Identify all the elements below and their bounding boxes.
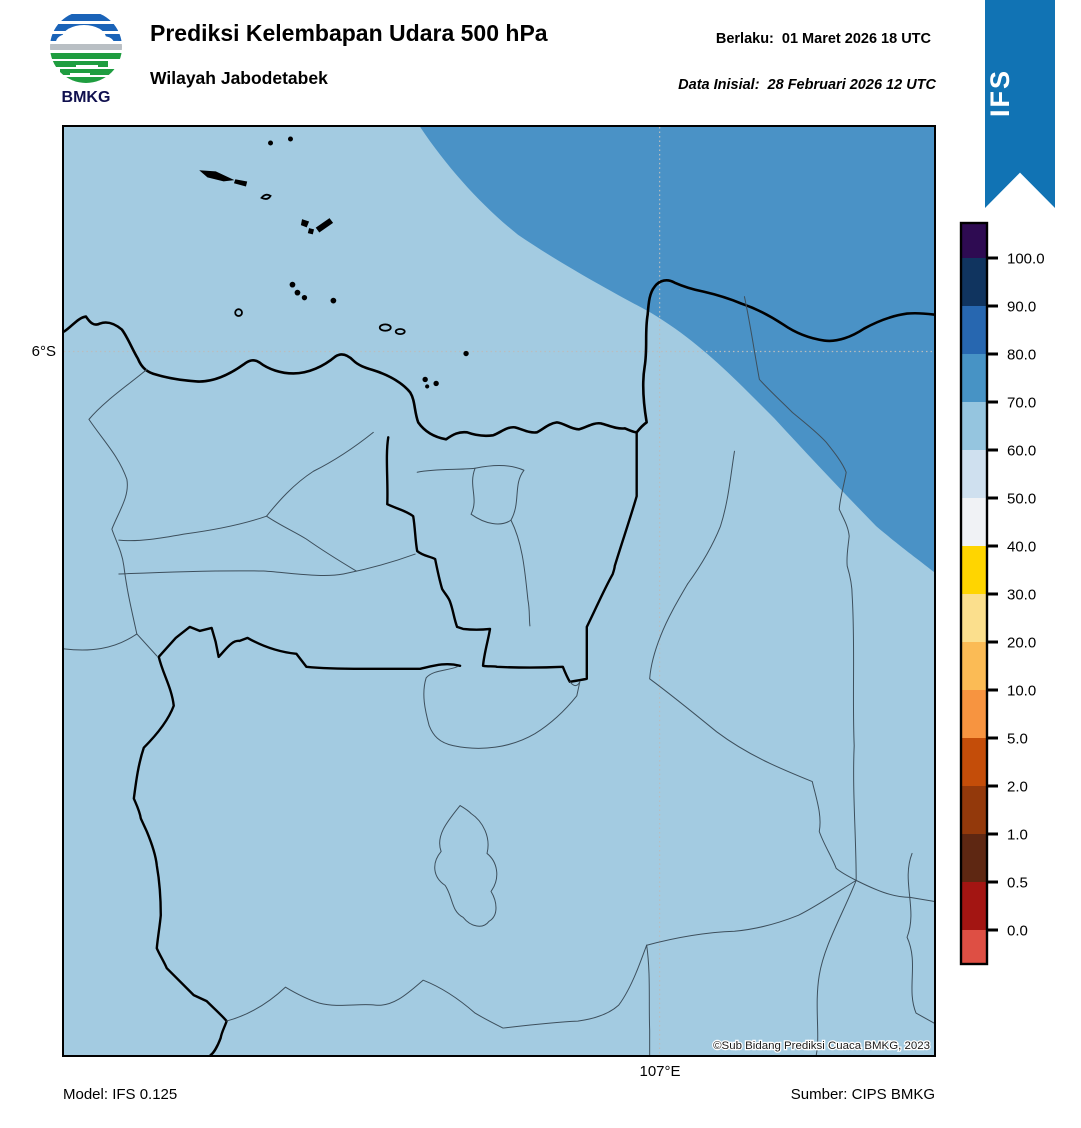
bmkg-logo: BMKG <box>50 11 122 106</box>
colorbar-tick-label: 40.0 <box>1007 539 1036 556</box>
colorbar-segment <box>961 882 987 930</box>
colorbar-tick-label: 90.0 <box>1007 299 1036 316</box>
model-label: Model: IFS 0.125 <box>63 1086 178 1103</box>
model-ribbon-label: IFS <box>985 69 1015 118</box>
colorbar-segment <box>961 306 987 354</box>
colorbar-tick-label: 5.0 <box>1007 731 1028 748</box>
islands <box>199 136 469 389</box>
valid-time-label: Berlaku: <box>715 31 774 47</box>
colorbar-tick-label: 80.0 <box>1007 347 1036 364</box>
bmkg-logo-globe <box>50 11 122 83</box>
colorbar-tick-label: 60.0 <box>1007 443 1036 460</box>
colorbar-segment <box>961 498 987 546</box>
province-boundary-southwest <box>132 655 228 1055</box>
colorbar-tick-label: 0.0 <box>1007 923 1028 940</box>
valid-time: Berlaku: 01 Maret 2026 18 UTC <box>716 31 931 47</box>
copyright-note: ©Sub Bidang Prediksi Cuaca BMKG, 2023 <box>713 1040 930 1052</box>
colorbar-segment <box>961 546 987 594</box>
initial-data-value: 28 Februari 2026 12 UTC <box>767 77 936 93</box>
lat-tick-label: 6°S <box>31 343 56 360</box>
colorbar-tick-label: 50.0 <box>1007 491 1036 508</box>
initial-data-time: Data Inisial: 28 Februari 2026 12 UTC <box>678 77 936 93</box>
bmkg-logo-caption: BMKG <box>62 89 111 106</box>
colorbar-segment <box>961 930 987 964</box>
model-ribbon: IFS <box>985 0 1055 208</box>
colorbar-segment <box>961 594 987 642</box>
province-boundary-west <box>157 625 462 671</box>
page-title: Prediksi Kelembapan Udara 500 hPa <box>150 20 548 46</box>
colorbar-segment <box>961 642 987 690</box>
map-frame: ©Sub Bidang Prediksi Cuaca BMKG, 2023 <box>62 125 936 1057</box>
jakarta-province-boundary <box>385 431 638 684</box>
initial-data-label: Data Inisial: <box>678 77 760 93</box>
colorbar-tick-label: 2.0 <box>1007 779 1028 796</box>
colorbar-tick-label: 0.5 <box>1007 875 1028 892</box>
colorbar-segment <box>961 738 987 786</box>
source-label: Sumber: CIPS BMKG <box>790 1086 935 1103</box>
humidity-band-70-80-region <box>420 127 934 573</box>
colorbar-segment <box>961 402 987 450</box>
colorbar-segment <box>961 834 987 882</box>
colorbar-segment <box>961 354 987 402</box>
colorbar: 100.0 90.0 80.0 70.0 60.0 50.0 40.0 30.0 20.0 10.… <box>959 221 1081 974</box>
page-subtitle: Wilayah Jabodetabek <box>150 68 328 88</box>
colorbar-tick-label: 30.0 <box>1007 587 1036 604</box>
district-boundaries <box>64 296 934 1055</box>
valid-time-value: 01 Maret 2026 18 UTC <box>781 31 931 47</box>
colorbar-tick-label: 10.0 <box>1007 683 1036 700</box>
colorbar-segment <box>961 786 987 834</box>
map-canvas: ©Sub Bidang Prediksi Cuaca BMKG, 2023 <box>64 127 934 1055</box>
colorbar-segment <box>961 450 987 498</box>
colorbar-segment <box>961 690 987 738</box>
colorbar-tick-label: 70.0 <box>1007 395 1036 412</box>
coastline <box>64 279 934 441</box>
colorbar-tick-label: 20.0 <box>1007 635 1036 652</box>
colorbar-tick-label: 1.0 <box>1007 827 1028 844</box>
lon-tick-label: 107°E <box>639 1063 681 1080</box>
colorbar-segment <box>961 258 987 306</box>
colorbar-tick-label: 100.0 <box>1007 251 1045 268</box>
colorbar-segment <box>961 223 987 258</box>
